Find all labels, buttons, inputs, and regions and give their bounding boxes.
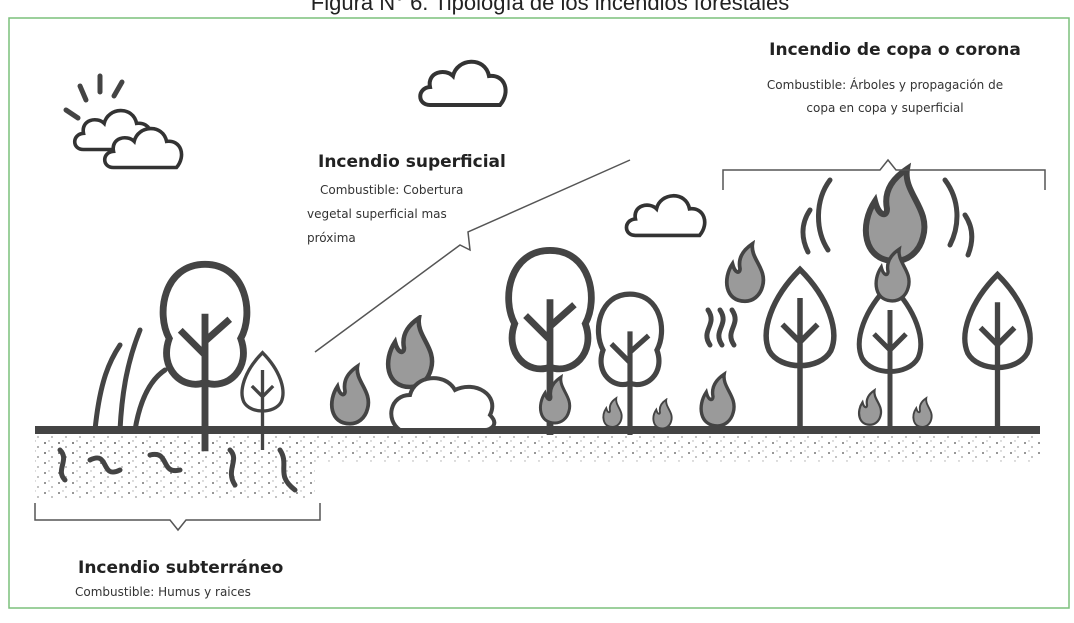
tree <box>766 269 834 430</box>
flame <box>388 318 432 387</box>
flame <box>653 400 671 429</box>
cloud <box>626 196 704 236</box>
title: Figura N° 6. Tipología de los incendios … <box>311 0 789 15</box>
flame <box>701 374 734 426</box>
ground-label: Incendio subterráneo <box>78 558 283 578</box>
cloud <box>420 62 505 105</box>
brace-ground <box>35 503 320 530</box>
crown-fuel: Combustible: Árboles y propagación de <box>767 77 1003 92</box>
flame <box>913 398 931 427</box>
crown-label: Incendio de copa o corona <box>769 40 1021 60</box>
surface-fuel: Combustible: Cobertura <box>320 183 463 197</box>
tree <box>965 275 1030 430</box>
flame <box>866 169 925 261</box>
diagram: Figura N° 6. Tipología de los incendios … <box>0 0 1074 623</box>
ground-fuel: Combustible: Humus y raices <box>75 585 251 599</box>
grass <box>95 330 165 430</box>
flame <box>332 366 369 424</box>
surface-fuel: vegetal superficial mas <box>307 207 447 221</box>
tree <box>163 264 247 451</box>
flame <box>540 377 569 423</box>
flame <box>859 390 881 425</box>
surface-label: Incendio superficial <box>318 152 506 172</box>
smoke <box>707 310 735 345</box>
brace-crown <box>723 160 1045 190</box>
surface-fuel: próxima <box>307 231 356 245</box>
flame <box>603 398 621 427</box>
flame <box>727 244 764 302</box>
crown-fuel: copa en copa y superficial <box>806 101 963 115</box>
